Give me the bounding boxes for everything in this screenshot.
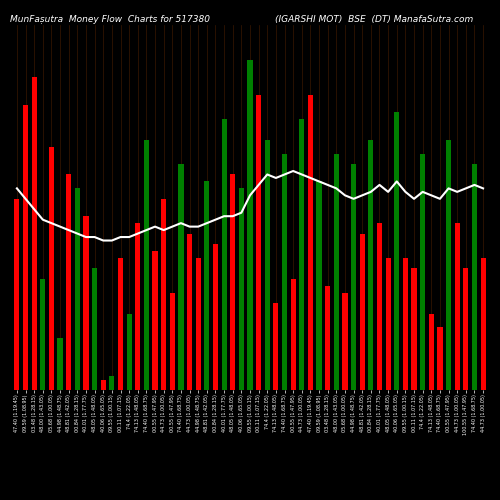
Bar	[32, 77, 37, 390]
Bar	[386, 258, 390, 390]
Bar	[74, 188, 80, 390]
Bar	[360, 234, 365, 390]
Bar	[196, 258, 201, 390]
Bar	[222, 119, 226, 390]
Bar	[84, 216, 88, 390]
Bar	[248, 60, 252, 390]
Bar	[66, 174, 71, 390]
Bar	[438, 328, 442, 390]
Bar	[40, 279, 46, 390]
Bar	[135, 223, 140, 390]
Bar	[325, 286, 330, 390]
Bar	[178, 164, 184, 390]
Bar	[480, 258, 486, 390]
Bar	[161, 199, 166, 390]
Bar	[316, 182, 322, 390]
Bar	[14, 199, 20, 390]
Bar	[187, 234, 192, 390]
Bar	[342, 292, 347, 390]
Bar	[170, 292, 175, 390]
Text: MunFaṣutra  Money Flow  Charts for 517380: MunFaṣutra Money Flow Charts for 517380	[10, 15, 210, 24]
Bar	[299, 119, 304, 390]
Bar	[290, 279, 296, 390]
Bar	[454, 223, 460, 390]
Bar	[403, 258, 408, 390]
Bar	[100, 380, 106, 390]
Bar	[377, 223, 382, 390]
Bar	[264, 140, 270, 390]
Bar	[49, 146, 54, 390]
Bar	[92, 268, 97, 390]
Bar	[118, 258, 123, 390]
Bar	[394, 112, 400, 390]
Bar	[256, 94, 261, 390]
Bar	[274, 303, 278, 390]
Bar	[58, 338, 62, 390]
Bar	[239, 188, 244, 390]
Text: (IGARSHI MOT)  BSE  (DT) ManafaSutra.com: (IGARSHI MOT) BSE (DT) ManafaSutra.com	[275, 15, 473, 24]
Bar	[308, 94, 313, 390]
Bar	[144, 140, 149, 390]
Bar	[110, 376, 114, 390]
Bar	[213, 244, 218, 390]
Bar	[412, 268, 416, 390]
Bar	[282, 154, 287, 390]
Bar	[472, 164, 477, 390]
Bar	[230, 174, 235, 390]
Bar	[463, 268, 468, 390]
Bar	[334, 154, 339, 390]
Bar	[351, 164, 356, 390]
Bar	[126, 314, 132, 390]
Bar	[446, 140, 451, 390]
Bar	[152, 251, 158, 390]
Bar	[428, 314, 434, 390]
Bar	[420, 154, 426, 390]
Bar	[23, 105, 28, 390]
Bar	[368, 140, 374, 390]
Bar	[204, 182, 210, 390]
